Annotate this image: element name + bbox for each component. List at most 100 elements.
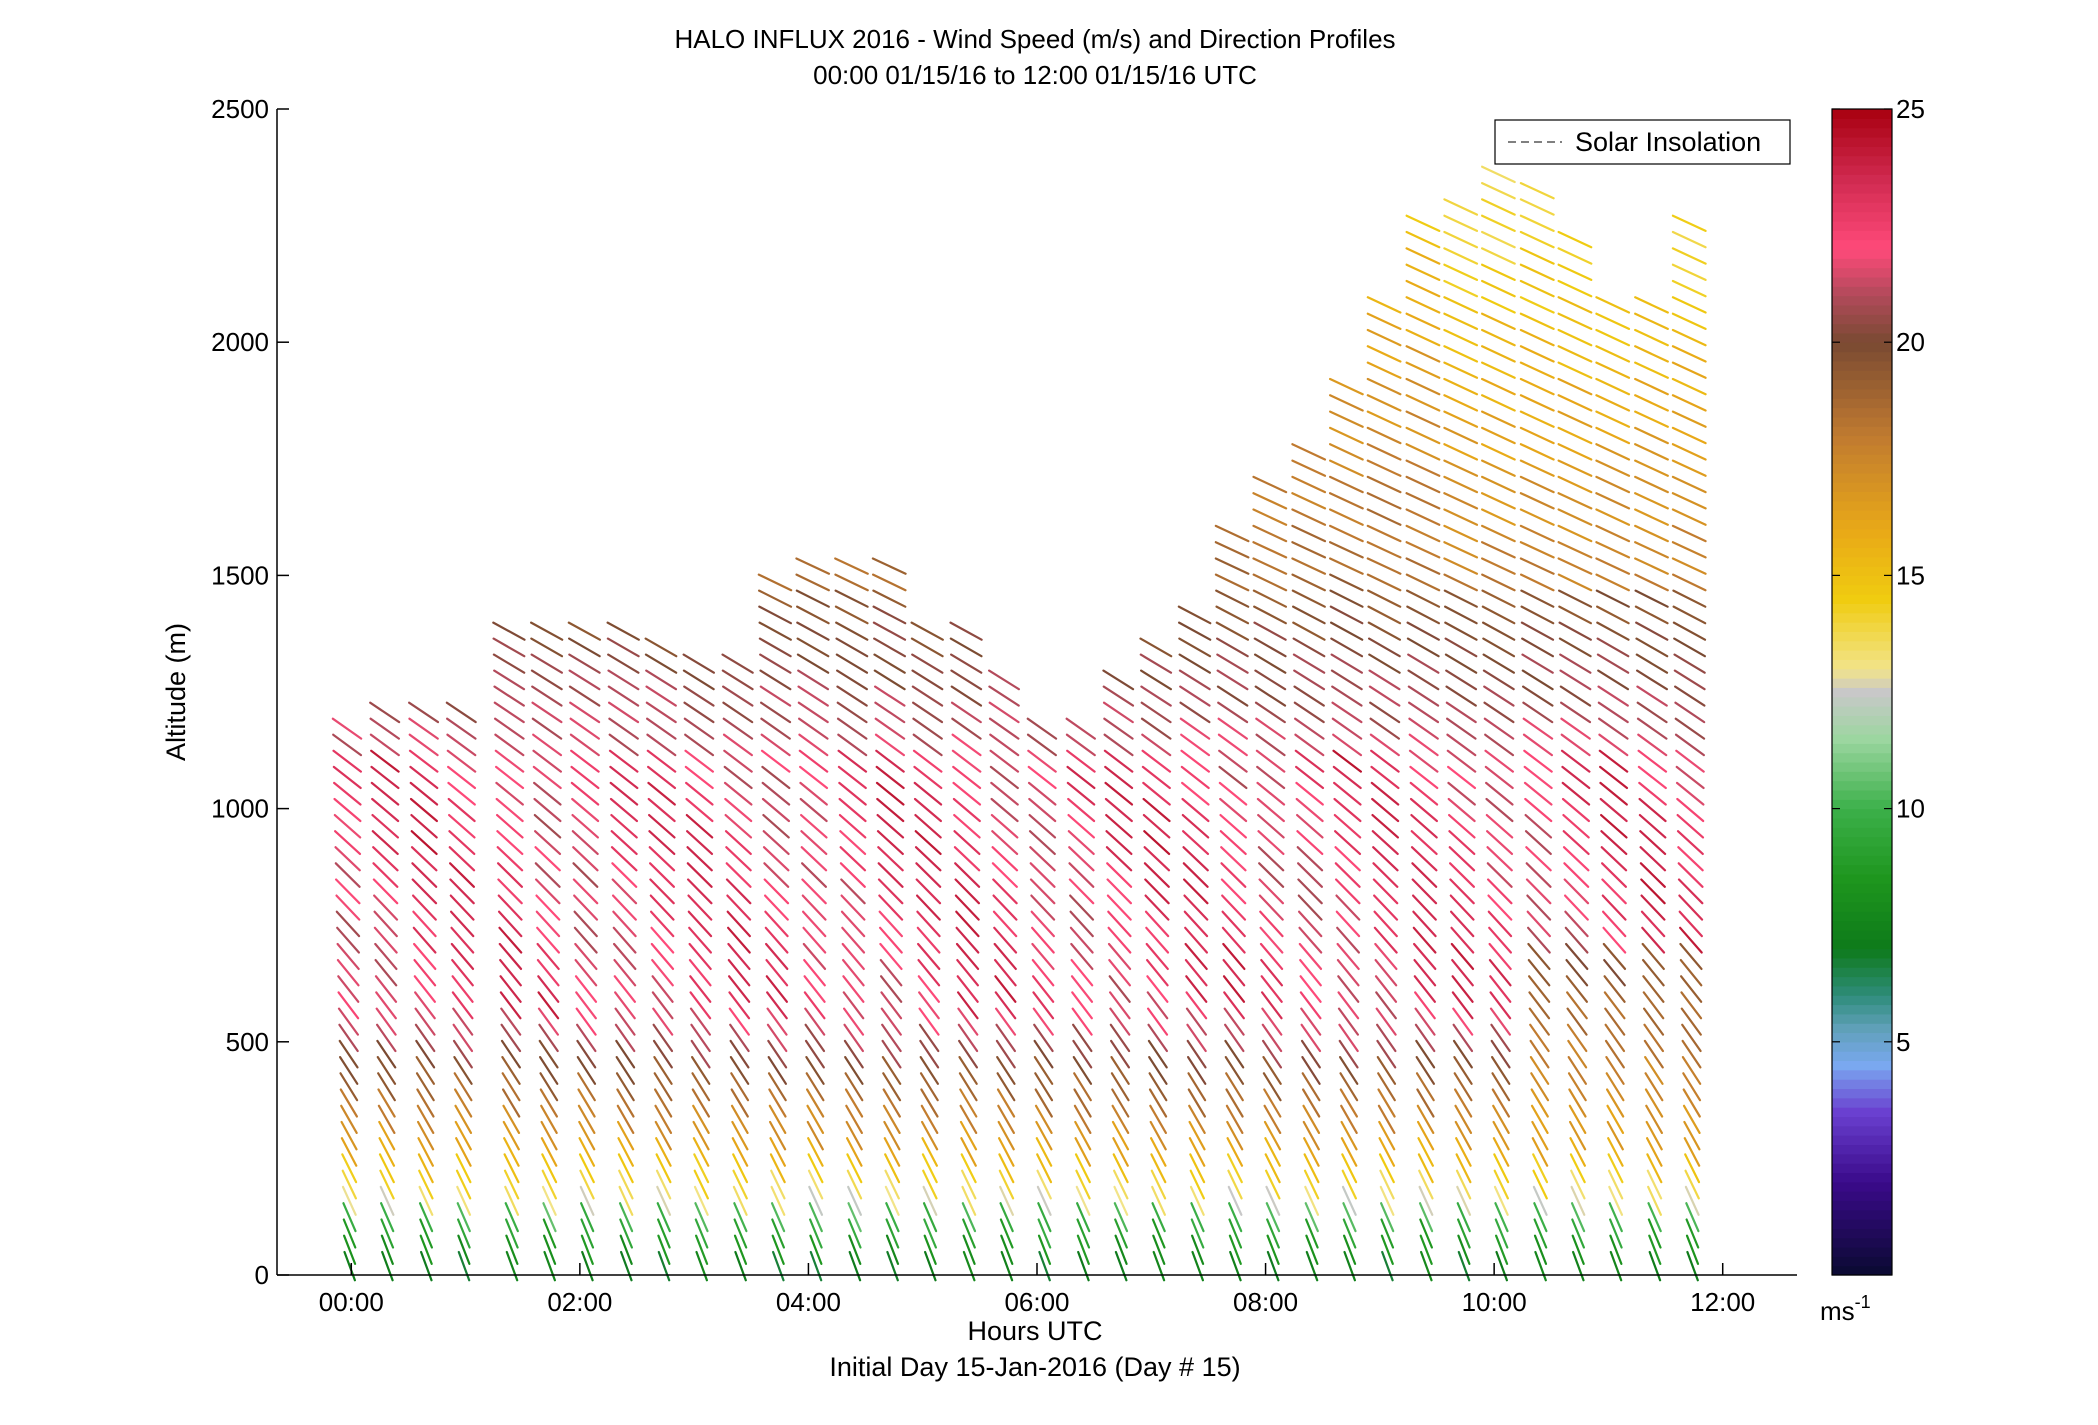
wind-barb [686, 878, 713, 905]
wind-barb [644, 653, 678, 674]
wind-barb [957, 1007, 979, 1036]
wind-barb [375, 1007, 397, 1036]
wind-barb [534, 862, 561, 888]
wind-barb [495, 765, 525, 790]
wind-barb [1599, 797, 1628, 823]
wind-barb [1405, 279, 1441, 298]
colorbar-band [1832, 743, 1892, 754]
colorbar-band [1832, 323, 1892, 334]
wind-barb [380, 1234, 394, 1266]
wind-barb [688, 926, 713, 954]
wind-barb [1329, 605, 1364, 625]
wind-barb [1226, 1137, 1244, 1167]
wind-barb [952, 765, 982, 790]
wind-barb [1330, 669, 1363, 691]
wind-barb [1561, 781, 1591, 806]
colorbar-band [1832, 678, 1892, 688]
wind-barb [1065, 717, 1097, 740]
wind-barb [647, 813, 676, 839]
wind-barb [1481, 589, 1516, 608]
wind-barb [1412, 942, 1437, 971]
wind-barb [1187, 1072, 1207, 1102]
colorbar-band [1832, 248, 1892, 259]
wind-barb [1683, 1137, 1701, 1167]
wind-barb [1634, 426, 1669, 445]
wind-barb [1443, 573, 1479, 592]
wind-barb [727, 975, 751, 1003]
wind-barb [1480, 198, 1516, 216]
wind-barb [1225, 1104, 1244, 1135]
wind-barb [1453, 1072, 1473, 1102]
colorbar-band [1832, 342, 1892, 353]
wind-barb [1642, 975, 1665, 1003]
wind-barb [1215, 621, 1250, 641]
wind-barb [1685, 1202, 1700, 1233]
wind-barb [500, 1007, 522, 1036]
wind-barb [1643, 1023, 1665, 1053]
wind-barb [729, 1023, 750, 1053]
wind-barb [1671, 508, 1707, 526]
wind-barb [1076, 1218, 1091, 1249]
wind-barb [1375, 991, 1397, 1020]
wind-barb [1671, 247, 1707, 265]
wind-barb [1640, 878, 1666, 905]
wind-barb [413, 958, 437, 987]
wind-barb [1221, 894, 1247, 921]
wind-barb [988, 701, 1020, 724]
wind-barb [618, 1169, 634, 1200]
wind-barb [574, 958, 598, 987]
wind-barb [989, 765, 1019, 790]
wind-barb [1519, 279, 1555, 298]
colorbar-band [1832, 1153, 1892, 1164]
wind-barb [759, 701, 792, 724]
wind-barb [1216, 685, 1249, 707]
wind-barb [452, 1007, 474, 1036]
wind-barb [1671, 410, 1707, 428]
wind-barb [683, 685, 715, 707]
wind-barb [1606, 1104, 1625, 1135]
wind-barb [835, 621, 869, 641]
wind-barb [1371, 813, 1400, 839]
wind-barb [1487, 910, 1513, 938]
wind-barb [1595, 377, 1631, 396]
wind-barb [1519, 475, 1555, 494]
wind-barb [1405, 475, 1441, 494]
wind-barb [765, 975, 789, 1003]
wind-barb [647, 797, 676, 823]
wind-barb [762, 846, 790, 872]
wind-barb [1636, 701, 1668, 724]
wind-barb [1443, 198, 1479, 216]
wind-barb [1140, 717, 1172, 740]
wind-barb [690, 1055, 711, 1085]
colorbar-band [1832, 696, 1892, 707]
wind-barb [1329, 589, 1364, 608]
wind-barb [1110, 1072, 1130, 1102]
wind-barb [1480, 312, 1516, 330]
wind-barb [1671, 214, 1707, 232]
wind-barb [1225, 1088, 1244, 1118]
wind-barb [1341, 1169, 1358, 1200]
wind-barb [1416, 1104, 1435, 1135]
wind-barb [410, 830, 438, 856]
wind-barb [1222, 975, 1246, 1003]
wind-barb [1531, 1137, 1549, 1167]
wind-barb [336, 926, 360, 954]
wind-barb [1480, 557, 1516, 575]
wind-barb [1366, 557, 1402, 575]
wind-barb [1683, 1120, 1701, 1151]
wind-barb [1480, 377, 1516, 396]
wind-barb [993, 942, 1017, 971]
wind-barb [1455, 1153, 1472, 1184]
wind-barb [1139, 637, 1173, 658]
wind-barb [1671, 443, 1707, 461]
wind-barb [449, 878, 475, 905]
wind-barb [1227, 1169, 1243, 1200]
wind-barb [335, 910, 361, 938]
wind-barb [922, 1185, 938, 1216]
wind-barb [995, 1023, 1017, 1053]
wind-barb [652, 1007, 674, 1036]
wind-barb [1480, 182, 1516, 200]
wind-barb [1595, 296, 1631, 314]
wind-barb [337, 991, 360, 1020]
wind-barb [1494, 1218, 1509, 1249]
